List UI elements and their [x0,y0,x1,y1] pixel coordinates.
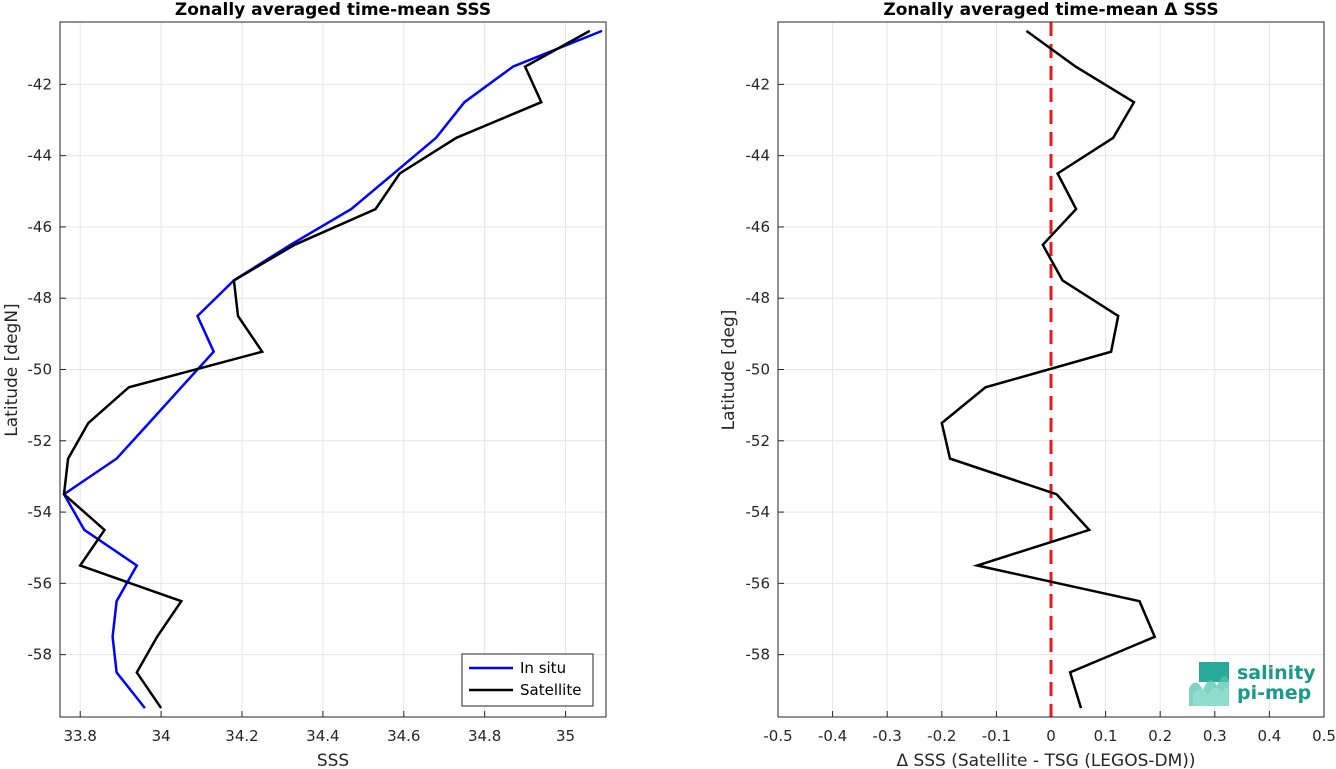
x-tick-label-sss: 34 [152,727,171,745]
axes-box-delta-sss [777,21,1325,718]
y-tick-label-delta-sss: -46 [746,218,771,236]
legend-label-in-situ: In situ [520,659,566,677]
series-line-satellite [62,29,591,709]
y-tick-label-sss: -52 [28,432,53,450]
salinity-pi-mep-logo: salinity pi-mep [1189,662,1316,706]
y-tick-label-delta-sss: -44 [746,147,771,165]
x-tick-label-delta-sss: -0.5 [763,727,792,745]
y-tick-label-sss: -58 [28,646,53,664]
y-tick-label-sss: -42 [28,75,53,93]
panel-delta-sss: -0.5 -0.4 -0.3 -0.2 -0.1 0 0.1 0.2 0.3 0.4 0.5 -42 -… [719,0,1336,769]
y-tick-label-delta-sss: -56 [746,574,771,592]
x-tick-label-delta-sss: 0.2 [1148,727,1172,745]
chart-title-sss: Zonally averaged time-mean SSS [175,0,491,20]
x-tick-label-delta-sss: 0.4 [1257,727,1281,745]
x-tick-label-delta-sss: -0.3 [873,727,902,745]
x-axis-label-delta-sss: Δ SSS (Satellite - TSG (LEGOS-DM)) [896,751,1195,769]
series-line-in-situ [62,29,603,709]
x-tick-label-sss: 35 [556,727,575,745]
logo-text-pi-mep: pi-mep [1237,682,1311,704]
x-tick-label-sss: 34.4 [306,727,339,745]
logo-text-salinity: salinity [1237,662,1316,684]
y-tick-label-sss: -44 [28,147,53,165]
panel-sss: 33.8 34 34.2 34.4 34.6 34.8 35 -42 -44 -46 -48 -50 -… [2,0,607,769]
y-tick-label-delta-sss: -50 [746,361,771,379]
y-tick-label-delta-sss: -58 [746,646,771,664]
legend-box [461,653,594,707]
logo-wave-mark [1189,662,1229,706]
y-tick-label-sss: -54 [28,503,53,521]
x-axis-label-sss: SSS [317,751,349,769]
x-tick-label-delta-sss: -0.4 [818,727,847,745]
y-tick-label-sss: -56 [28,574,53,592]
legend-label-satellite: Satellite [520,681,581,699]
legend: In situ Satellite [461,653,594,707]
axes-box-sss [59,21,607,718]
chart-title-delta-sss: Zonally averaged time-mean Δ SSS [883,0,1218,20]
x-tick-label-delta-sss: 0.5 [1312,727,1336,745]
y-tick-label-sss: -50 [28,361,53,379]
y-tick-label-delta-sss: -52 [746,432,771,450]
y-axis-label-sss: Latitude [degN] [2,303,22,436]
series-line-delta-sss [940,29,1157,709]
y-tick-label-delta-sss: -42 [746,75,771,93]
x-tick-label-delta-sss: -0.2 [927,727,956,745]
y-tick-label-delta-sss: -54 [746,503,771,521]
y-tick-label-delta-sss: -48 [746,289,771,307]
x-tick-label-delta-sss: 0.3 [1203,727,1227,745]
y-tick-label-sss: -48 [28,289,53,307]
series-group-delta-sss [940,29,1157,709]
x-tick-label-sss: 33.8 [64,727,97,745]
x-tick-label-sss: 34.2 [225,727,258,745]
x-tick-label-delta-sss: 0 [1046,727,1056,745]
x-tick-label-delta-sss: -0.1 [982,727,1011,745]
x-tick-label-sss: 34.8 [468,727,501,745]
x-tick-label-delta-sss: 0.1 [1094,727,1118,745]
y-tick-label-sss: -46 [28,218,53,236]
series-group-sss [62,29,603,709]
ticks-sss: 33.8 34 34.2 34.4 34.6 34.8 35 -42 -44 -46 -48 -50 -… [28,75,576,745]
ticks-delta-sss: -0.5 -0.4 -0.3 -0.2 -0.1 0 0.1 0.2 0.3 0.4 0.5 -42 -… [746,75,1336,745]
y-axis-label-delta-sss: Latitude [deg] [719,310,739,431]
x-tick-label-sss: 34.6 [387,727,420,745]
